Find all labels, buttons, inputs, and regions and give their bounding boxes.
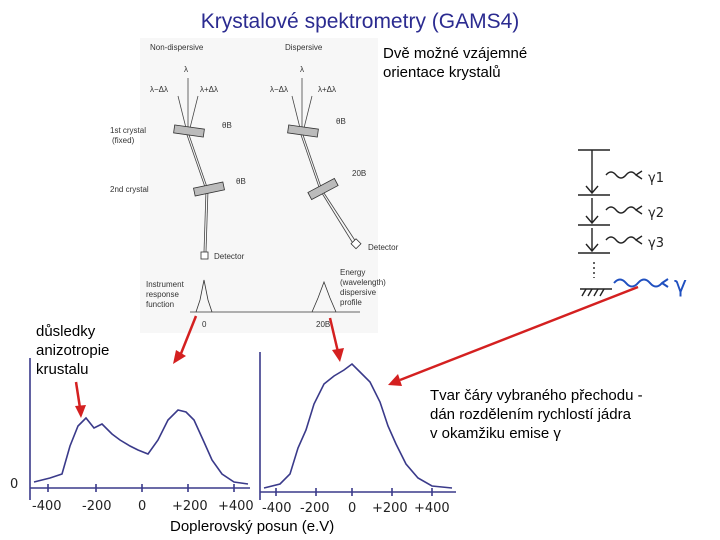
gamma-3-label: γ3 [648,236,664,251]
orientation-line: orientace krystalů [383,64,501,81]
right-tick-label: +200 [372,501,408,516]
left-tick-label: -400 [32,499,62,514]
blue-gamma-symbol: γ [674,273,687,298]
two-theta-b-label: 20B [352,169,366,178]
beam-lines-dispersive [291,78,359,246]
detector-label: Detector [214,252,245,261]
first-crystal-dispersive [287,124,319,138]
detector-label: Detector [368,243,399,252]
arrow-to-anisotropy [74,381,82,409]
axis-two-theta-label: 20B [316,320,330,329]
lambda-plus-label: λ+Δλ [200,85,218,94]
first-crystal-label: (fixed) [112,136,135,145]
axis-zero-label: 0 [202,320,207,329]
arrow-from-level-scheme [399,285,639,382]
detector-icon [350,238,362,250]
blue-gamma-wave-icon [613,278,669,288]
first-crystal-non-dispersive [173,124,205,138]
orientation-line: Dvě možné vzájemné [383,45,528,62]
detector-icon [200,251,209,260]
beam-lines-non-dispersive [177,78,209,253]
second-crystal-dispersive [307,177,339,201]
gamma-1-label: γ1 [648,171,664,186]
consequences-line: krustalu [36,361,89,378]
first-crystal-label: 1st crystal [110,126,146,135]
level-scheme-sketch [578,149,643,297]
red-arrows [74,285,639,418]
energy-profile-label: profile [340,298,362,307]
left-tick-label: +400 [218,499,254,514]
lambda-minus-label: λ−Δλ [150,85,168,94]
instrument-peak [195,279,213,313]
left-tick-label: -200 [82,499,112,514]
slide-title: Krystalové spektrometry (GAMS4) [200,10,520,33]
crystals [173,124,339,201]
left-tick-label: 0 [138,499,146,514]
second-crystal-non-dispersive [193,181,225,197]
theta-b-label: θB [336,117,346,126]
line-shape-line: dán rozdělením rychlostí jádra [430,406,631,423]
arrow-head-icon [332,348,344,362]
energy-profile-label: dispersive [340,288,377,297]
arrow-head-icon [173,350,186,364]
instrument-response-label: response [146,290,179,299]
instrument-response-label: function [146,300,174,309]
lambda-minus-label: λ−Δλ [270,85,288,94]
energy-profile-label: Energy [340,268,365,277]
energy-profile-label: (wavelength) [340,278,386,287]
left-spectrum-curve [33,409,249,485]
theta-b-label: θB [236,177,246,186]
orientation-note: Dvě možné vzájemné orientace krystalů [383,44,527,82]
instrument-response-label: Instrument [146,280,185,289]
consequences-line: anizotropie [36,342,110,359]
consequences-line: důsledky [36,323,96,340]
arrow-head-icon [75,405,86,418]
right-tick-label: +400 [414,501,450,516]
line-shape-note: Tvar čáry vybraného přechodu - dán rozdě… [430,386,643,443]
lambda-label: λ [300,65,304,74]
arrow-to-left-plot [178,315,198,357]
right-hand-plot [259,352,456,500]
left-tick-label: +200 [172,499,208,514]
line-shape-line: Tvar čáry vybraného přechodu - [430,387,643,404]
arrow-head-icon [388,374,402,386]
right-tick-label: -200 [300,501,330,516]
non-dispersive-label: Non-dispersive [150,43,204,52]
dispersive-peak [311,280,337,313]
line-shape-line: v okamžiku emise γ [430,425,561,442]
left-hand-plot [29,358,250,500]
right-spectrum-curve [263,362,453,489]
dispersive-label: Dispersive [285,43,323,52]
doppler-shift-label: Doplerovský posun (e.V) [170,518,335,535]
lambda-label: λ [184,65,188,74]
theta-b-label: θB [222,121,232,130]
left-plot-y-label: 0 [10,477,18,492]
gamma-2-label: γ2 [648,206,664,221]
lambda-plus-label: λ+Δλ [318,85,336,94]
right-tick-label: -400 [262,501,292,516]
second-crystal-label: 2nd crystal [110,185,149,194]
right-tick-label: 0 [348,501,356,516]
consequences-note: důsledky anizotropie krustalu [36,322,109,379]
arrow-to-right-plot [328,317,340,353]
